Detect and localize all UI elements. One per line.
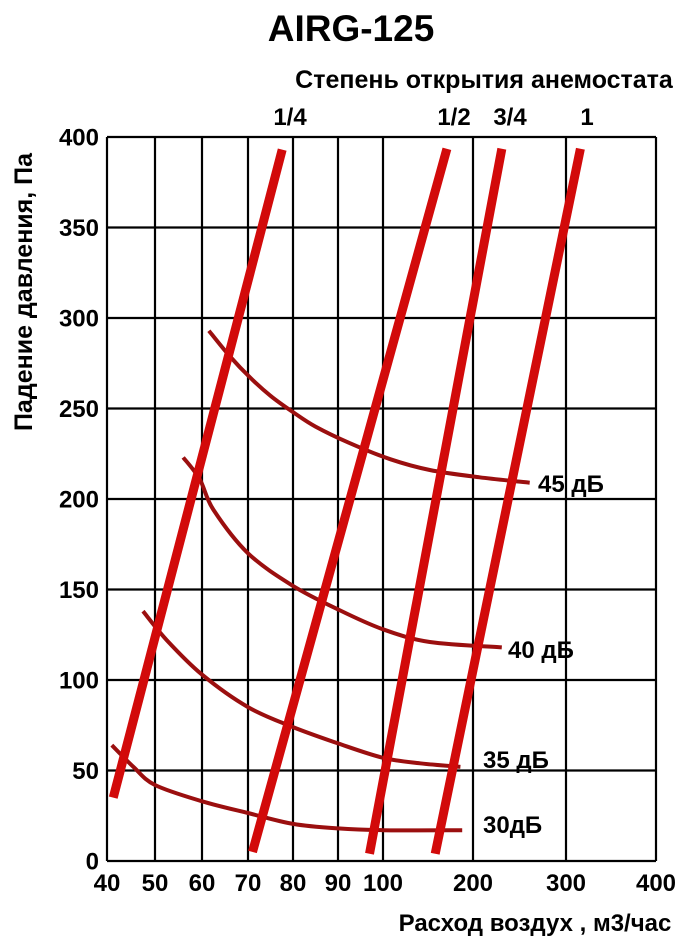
y-tick-label: 400 (59, 124, 99, 151)
noise-curve-label-45db: 45 дБ (538, 471, 604, 498)
y-axis-title: Падение давления, Па (10, 152, 38, 431)
noise-curve (207, 329, 530, 485)
y-tick-label: 250 (59, 396, 99, 423)
x-tick-label: 300 (546, 870, 586, 897)
top-axis-title: Степень открытия анемостата (295, 66, 674, 94)
y-tick-label: 0 (86, 848, 99, 875)
noise-curve (181, 456, 502, 650)
chart-title: AIRG-125 (268, 8, 435, 49)
x-tick-label: 90 (325, 870, 352, 897)
noise-curve-label-30db: 30дБ (483, 812, 542, 839)
y-tick-label: 150 (59, 577, 99, 604)
y-tick-label: 50 (72, 758, 99, 785)
y-tick-label: 350 (59, 215, 99, 242)
y-tick-label: 300 (59, 305, 99, 332)
x-tick-label: 200 (453, 870, 493, 897)
x-axis-title: Расход воздух , м3/час (399, 910, 672, 937)
y-tick-label: 200 (59, 486, 99, 513)
x-tick-label: 100 (363, 870, 403, 897)
opening-line (108, 148, 287, 799)
opening-line (430, 147, 585, 855)
noise-curve (141, 609, 461, 769)
top-tick-label: 3/4 (493, 104, 527, 131)
top-tick-label: 1/4 (273, 104, 307, 131)
opening-line (248, 147, 452, 854)
noise-curve-label-40db: 40 дБ (508, 637, 574, 664)
x-tick-label: 50 (142, 870, 169, 897)
x-tick-label: 400 (636, 870, 676, 897)
noise-curve (110, 743, 463, 833)
x-tick-label: 70 (235, 870, 262, 897)
top-tick-label: 1 (580, 104, 593, 131)
noise-curve-label-35db: 35 дБ (483, 747, 549, 774)
opening-degree-lines (108, 147, 585, 855)
x-tick-label: 80 (280, 870, 307, 897)
top-tick-label: 1/2 (437, 104, 470, 131)
x-tick-label: 40 (94, 870, 121, 897)
opening-line (365, 147, 507, 855)
y-tick-label: 100 (59, 667, 99, 694)
x-tick-label: 60 (189, 870, 216, 897)
